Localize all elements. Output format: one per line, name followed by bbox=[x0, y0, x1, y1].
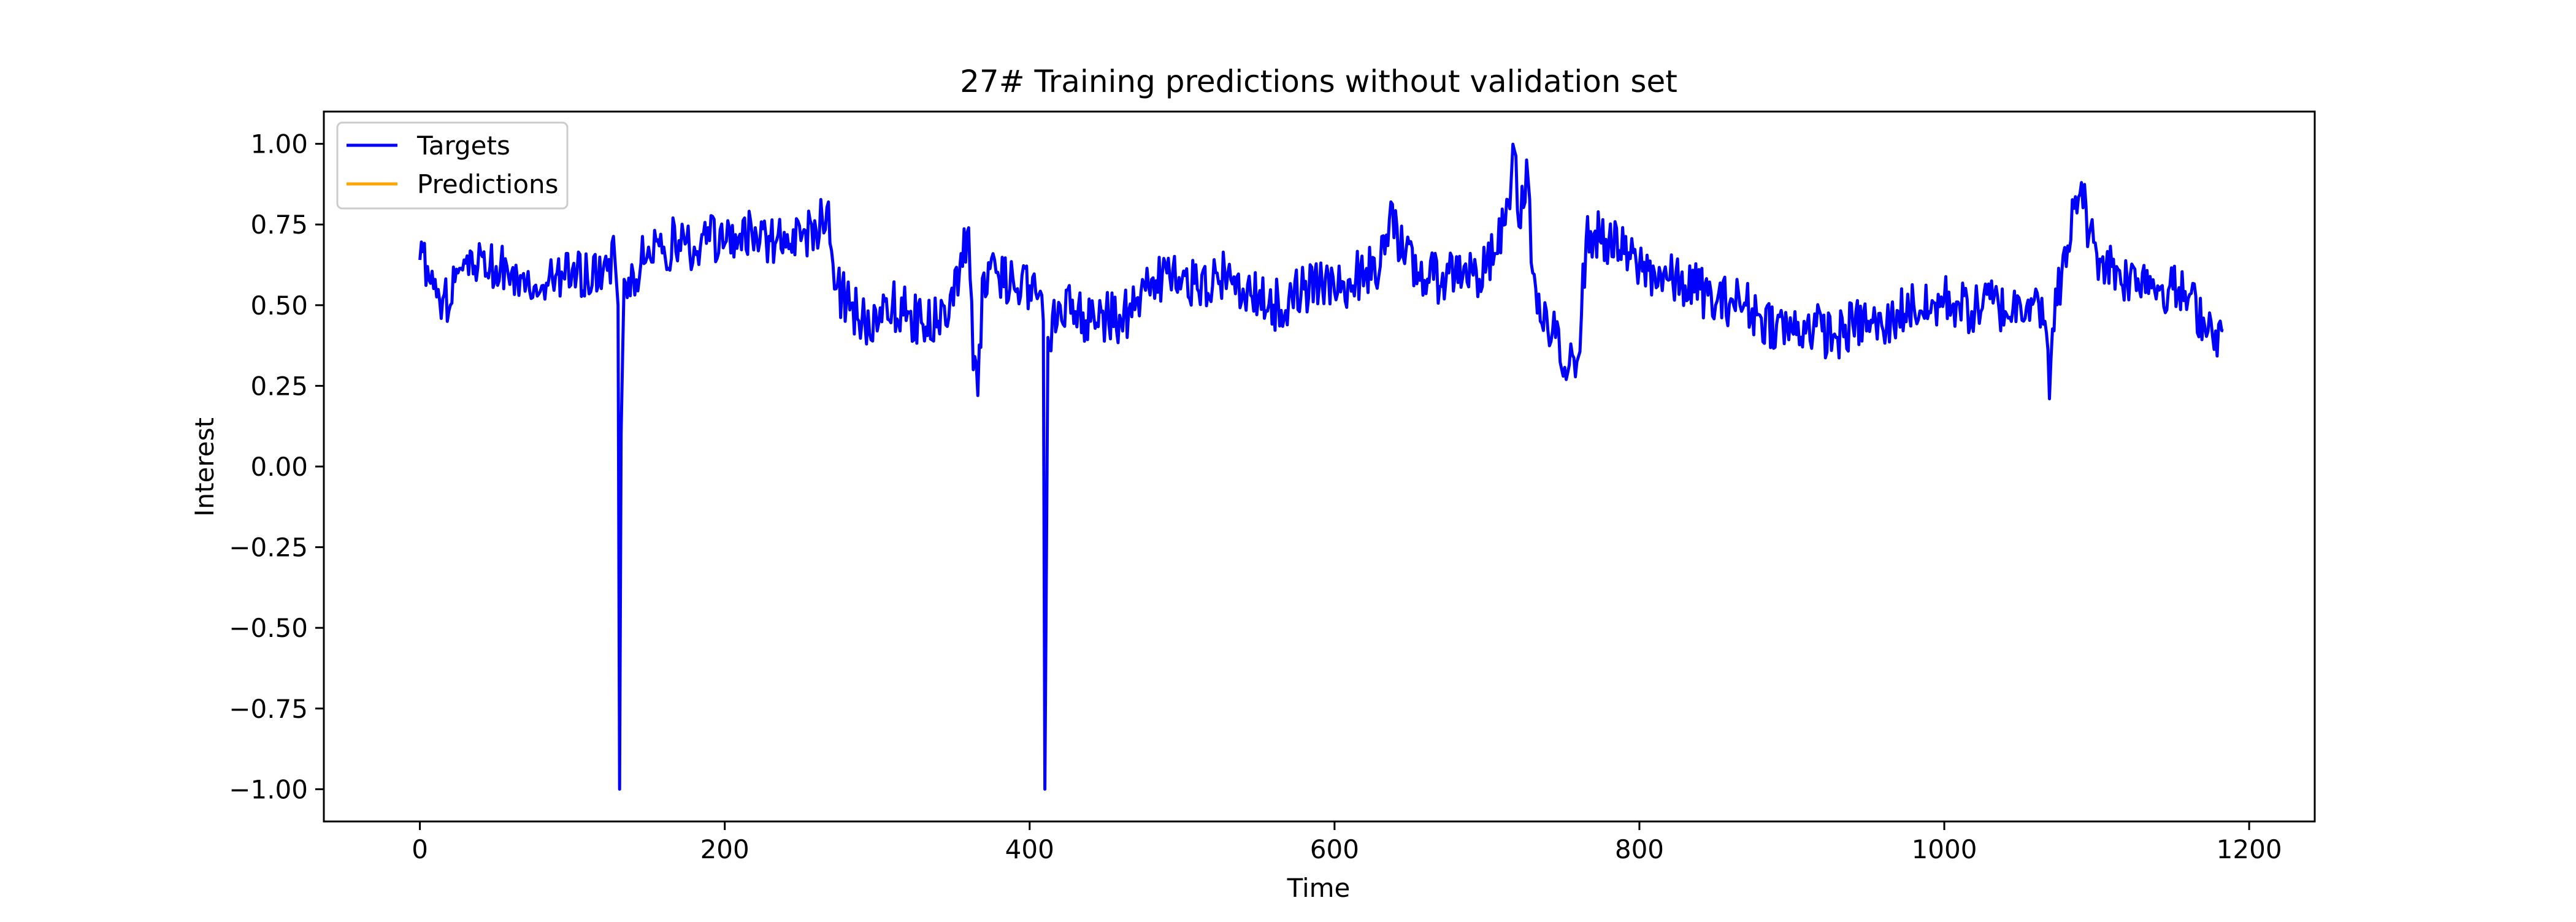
y-tick-label: 0.75 bbox=[250, 210, 308, 240]
y-axis-label: Interest bbox=[190, 417, 220, 517]
y-tick-label: 0.50 bbox=[250, 291, 308, 321]
y-tick-label: 0.25 bbox=[250, 371, 308, 401]
x-tick-label: 1200 bbox=[2217, 834, 2282, 864]
chart-title: 27# Training predictions without validat… bbox=[960, 64, 1677, 99]
x-tick-label: 200 bbox=[700, 834, 749, 864]
x-tick-label: 400 bbox=[1005, 834, 1054, 864]
x-axis-label: Time bbox=[1287, 873, 1351, 903]
y-tick-label: −0.75 bbox=[229, 694, 308, 724]
x-tick-label: 800 bbox=[1615, 834, 1664, 864]
y-tick-label: 0.00 bbox=[250, 452, 308, 482]
x-tick-label: 600 bbox=[1310, 834, 1359, 864]
y-tick-label: −0.25 bbox=[229, 533, 308, 563]
legend: Targets Predictions bbox=[336, 121, 569, 210]
plot-area bbox=[418, 142, 2224, 791]
x-tick-label: 0 bbox=[412, 834, 428, 864]
legend-label-targets: Targets bbox=[416, 131, 510, 161]
legend-label-predictions: Predictions bbox=[417, 169, 559, 199]
x-axis: 0 200 400 600 800 1000 1200 bbox=[412, 821, 2282, 864]
y-axis: 1.00 0.75 0.50 0.25 0.00 −0.25 −0.50 −0.75 −1.00 bbox=[229, 129, 324, 804]
x-tick-label: 1000 bbox=[1912, 834, 1977, 864]
y-tick-label: −1.00 bbox=[229, 774, 308, 804]
series-line-targets bbox=[418, 142, 2224, 791]
y-tick-label: −0.50 bbox=[229, 613, 308, 643]
y-tick-label: 1.00 bbox=[250, 129, 308, 159]
